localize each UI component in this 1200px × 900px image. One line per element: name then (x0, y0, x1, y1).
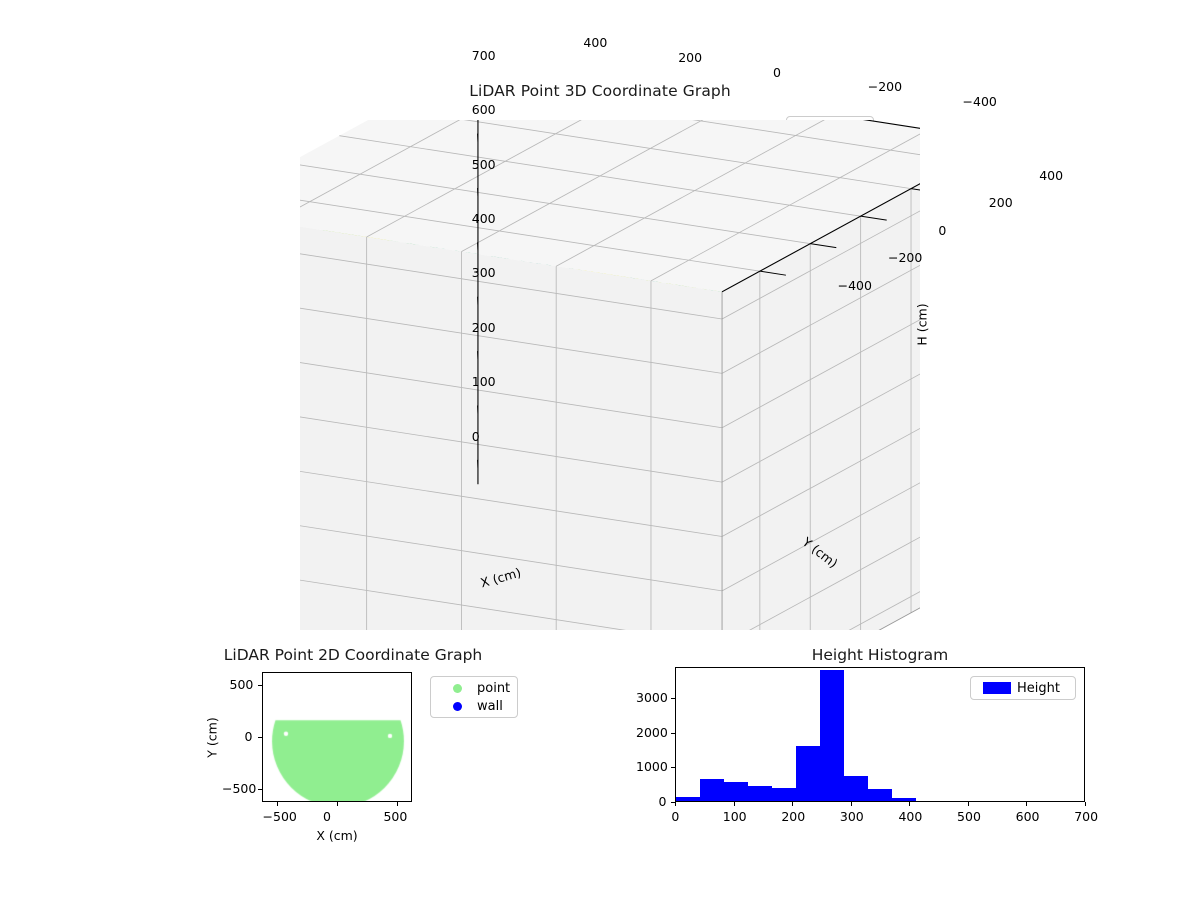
legend-item-height: Height (977, 679, 1069, 697)
legend-marker-cell (437, 684, 477, 693)
matplotlib-figure: LiDAR Point 3D Coordinate Graph point −4… (0, 0, 1200, 900)
histogram-xtick-mark (1026, 802, 1027, 806)
plot2d-xtick: 0 (323, 809, 331, 824)
histogram-ytick: 0 (659, 794, 667, 809)
plot3d-xtick: −200 (888, 250, 922, 265)
histogram-ytick: 2000 (636, 725, 668, 740)
plot2d-xlabel: X (cm) (262, 828, 412, 843)
histogram-ytick-mark (671, 698, 675, 699)
histogram-ytick: 3000 (636, 690, 668, 705)
plot3d-ztick: 100 (472, 374, 496, 389)
histogram-xtick: 700 (1074, 809, 1098, 824)
legend-marker-cell (977, 682, 1017, 694)
histogram-title: Height Histogram (675, 646, 1085, 664)
histogram-xtick: 500 (957, 809, 981, 824)
plot2d-ytick: −500 (222, 781, 256, 796)
histogram-xtick: 100 (723, 809, 747, 824)
histogram-xtick-mark (734, 802, 735, 806)
plot2d-title: LiDAR Point 2D Coordinate Graph (208, 646, 498, 664)
histogram-xtick-mark (675, 802, 676, 806)
plot2d-ytick-mark (258, 789, 262, 790)
histogram-xtick-mark (851, 802, 852, 806)
plot2d-ytick-mark (258, 685, 262, 686)
histogram-bar (796, 746, 820, 801)
plot2d-ytick: 500 (230, 677, 254, 692)
plot3d-xtick: −400 (838, 278, 872, 293)
histogram-ytick-mark (671, 767, 675, 768)
histogram-xtick-mark (909, 802, 910, 806)
histogram-ytick: 1000 (636, 759, 668, 774)
plot3d-ztick: 0 (472, 429, 480, 444)
histogram-bar (892, 798, 916, 801)
histogram-xtick-mark (792, 802, 793, 806)
histogram-xtick-mark (1085, 802, 1086, 806)
legend-marker-cell (437, 702, 477, 711)
histogram-ytick-mark (671, 733, 675, 734)
plot2d-ytick: 0 (245, 729, 253, 744)
plot3d-ytick: 400 (583, 35, 607, 50)
plot2d-point-cloud (263, 673, 412, 802)
histogram-xtick: 0 (671, 809, 679, 824)
histogram-xtick: 600 (1016, 809, 1040, 824)
plot3d-ztick: 700 (472, 48, 496, 63)
plot3d-ztick: 300 (472, 265, 496, 280)
plot2d-axes (262, 672, 412, 802)
plot3d-ztick: 500 (472, 157, 496, 172)
legend-label: point (477, 681, 510, 696)
plot3d-title: LiDAR Point 3D Coordinate Graph (0, 82, 1200, 100)
histogram-xtick: 400 (898, 809, 922, 824)
point-marker-icon (453, 684, 462, 693)
histogram-bar (820, 670, 844, 801)
histogram-ytick-mark (671, 802, 675, 803)
histogram-bar (844, 776, 868, 801)
plot3d-ytick: −400 (963, 94, 997, 109)
plot2d-xtick-mark (337, 802, 338, 806)
plot2d-ytick-mark (258, 737, 262, 738)
plot3d-ztick: 200 (472, 320, 496, 335)
histogram-bar (724, 782, 748, 801)
plot3d-ytick: 0 (773, 65, 781, 80)
plot2d-xtick: −500 (263, 809, 297, 824)
plot3d-ztick: 400 (472, 211, 496, 226)
histogram-bar (868, 789, 892, 801)
plot3d-xtick: 400 (1039, 168, 1063, 183)
plot3d-ytick: 200 (678, 50, 702, 65)
plot3d-xtick: 200 (989, 195, 1013, 210)
plot2d-ylabel: Y (cm) (205, 708, 220, 768)
legend-label: wall (477, 699, 503, 714)
plot3d-ztick: 600 (472, 102, 496, 117)
height-bar-icon (983, 682, 1011, 694)
histogram-xtick: 300 (840, 809, 864, 824)
histogram-legend: Height (970, 676, 1076, 700)
histogram-bar (748, 786, 772, 801)
legend-label: Height (1017, 681, 1060, 696)
histogram-xtick-mark (968, 802, 969, 806)
histogram-bar (676, 797, 700, 801)
legend-item-point: point (437, 679, 511, 697)
plot3d-zlabel: H (cm) (915, 303, 930, 345)
plot2d-legend: point wall (430, 676, 518, 718)
plot3d-ytick: −200 (868, 79, 902, 94)
legend-item-wall: wall (437, 697, 511, 715)
plot3d-xtick: 0 (938, 223, 946, 238)
plot2d-xtick: 500 (383, 809, 407, 824)
histogram-bar (700, 779, 724, 801)
plot2d-xtick-mark (397, 802, 398, 806)
wall-marker-icon (453, 702, 462, 711)
histogram-bar (772, 788, 796, 801)
plot2d-xtick-mark (277, 802, 278, 806)
histogram-xtick: 200 (781, 809, 805, 824)
